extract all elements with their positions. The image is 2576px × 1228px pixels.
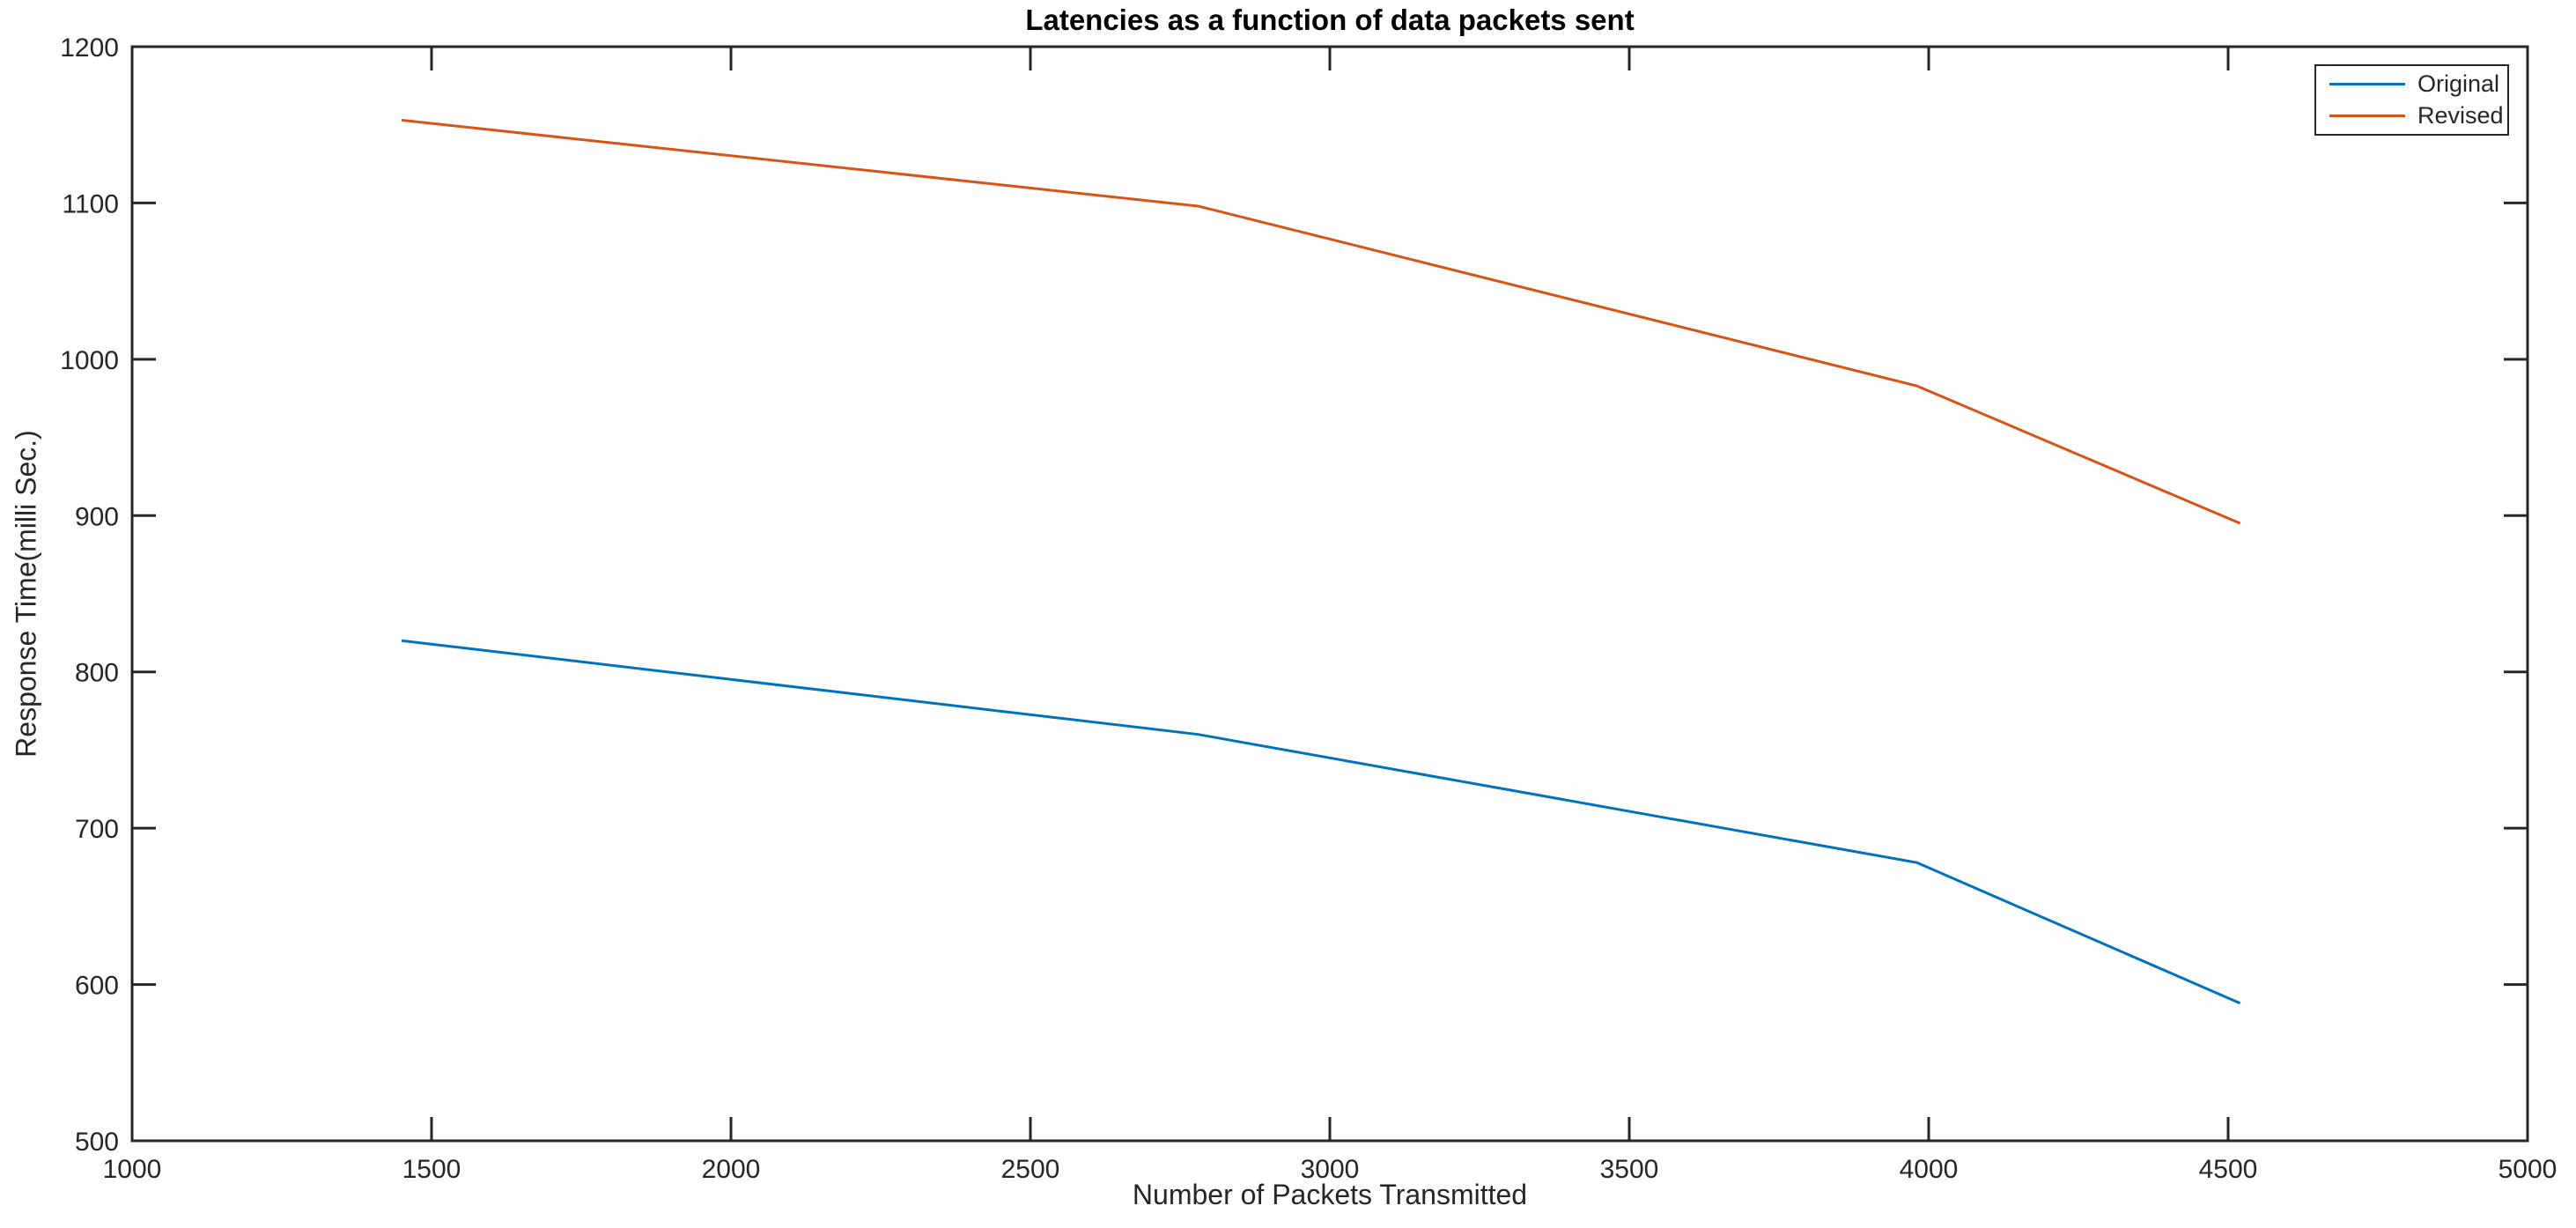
y-tick-label: 700 (75, 815, 119, 844)
x-axis-label: Number of Packets Transmitted (1132, 1179, 1528, 1210)
x-tick-label: 4000 (1900, 1155, 1959, 1184)
y-tick-label: 1000 (60, 346, 119, 375)
y-axis-label: Response Time(milli Sec.) (10, 430, 42, 758)
x-tick-label: 1500 (402, 1155, 461, 1184)
x-tick-label: 3000 (1301, 1155, 1360, 1184)
x-tick-label: 5000 (2498, 1155, 2558, 1184)
series-line-original (401, 639, 2241, 1005)
legend: Original Revised (2314, 64, 2509, 136)
legend-line-sample-original (2329, 83, 2405, 85)
legend-item-original: Original (2316, 70, 2507, 98)
legend-item-revised: Revised (2316, 102, 2507, 129)
y-tick-label: 500 (75, 1128, 119, 1157)
y-tick-label: 1200 (60, 33, 119, 63)
x-tick-label: 2000 (702, 1155, 761, 1184)
legend-label-original: Original (2417, 70, 2500, 97)
y-tick-label: 1100 (62, 189, 119, 218)
series-line-revised (401, 118, 2241, 525)
chart-title: Latencies as a function of data packets … (1025, 4, 1635, 36)
x-tick-label: 3500 (1600, 1155, 1659, 1184)
x-tick-label: 1000 (103, 1155, 162, 1184)
legend-label-revised: Revised (2417, 102, 2504, 129)
x-tick-label: 4500 (2199, 1155, 2258, 1184)
x-tick-label: 2500 (1001, 1155, 1060, 1184)
plot-border (130, 45, 2529, 1143)
legend-line-sample-revised (2329, 115, 2405, 117)
y-tick-label: 600 (75, 972, 119, 1001)
y-tick-label: 900 (75, 502, 119, 531)
y-tick-label: 800 (75, 659, 119, 688)
